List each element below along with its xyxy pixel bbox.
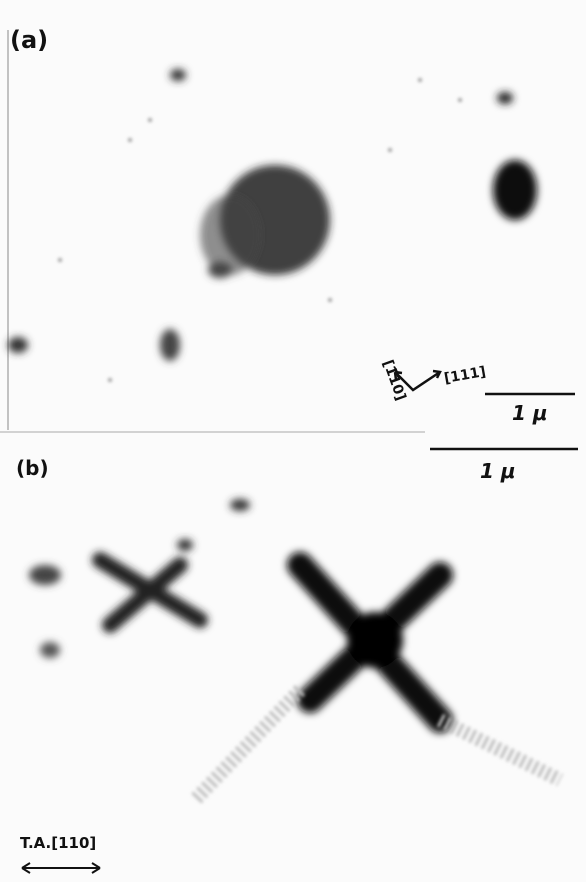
figure: (a) [1̄10] [111] 1 μ 1 μ (b) T.A.[110] xyxy=(0,0,586,882)
scale-label: 1 μ xyxy=(480,459,516,483)
panel-label: (b) xyxy=(16,456,49,480)
panel-label: (a) xyxy=(10,26,48,54)
scale-label: 1 μ xyxy=(512,401,548,425)
axis-label: T.A.[110] xyxy=(20,834,96,852)
